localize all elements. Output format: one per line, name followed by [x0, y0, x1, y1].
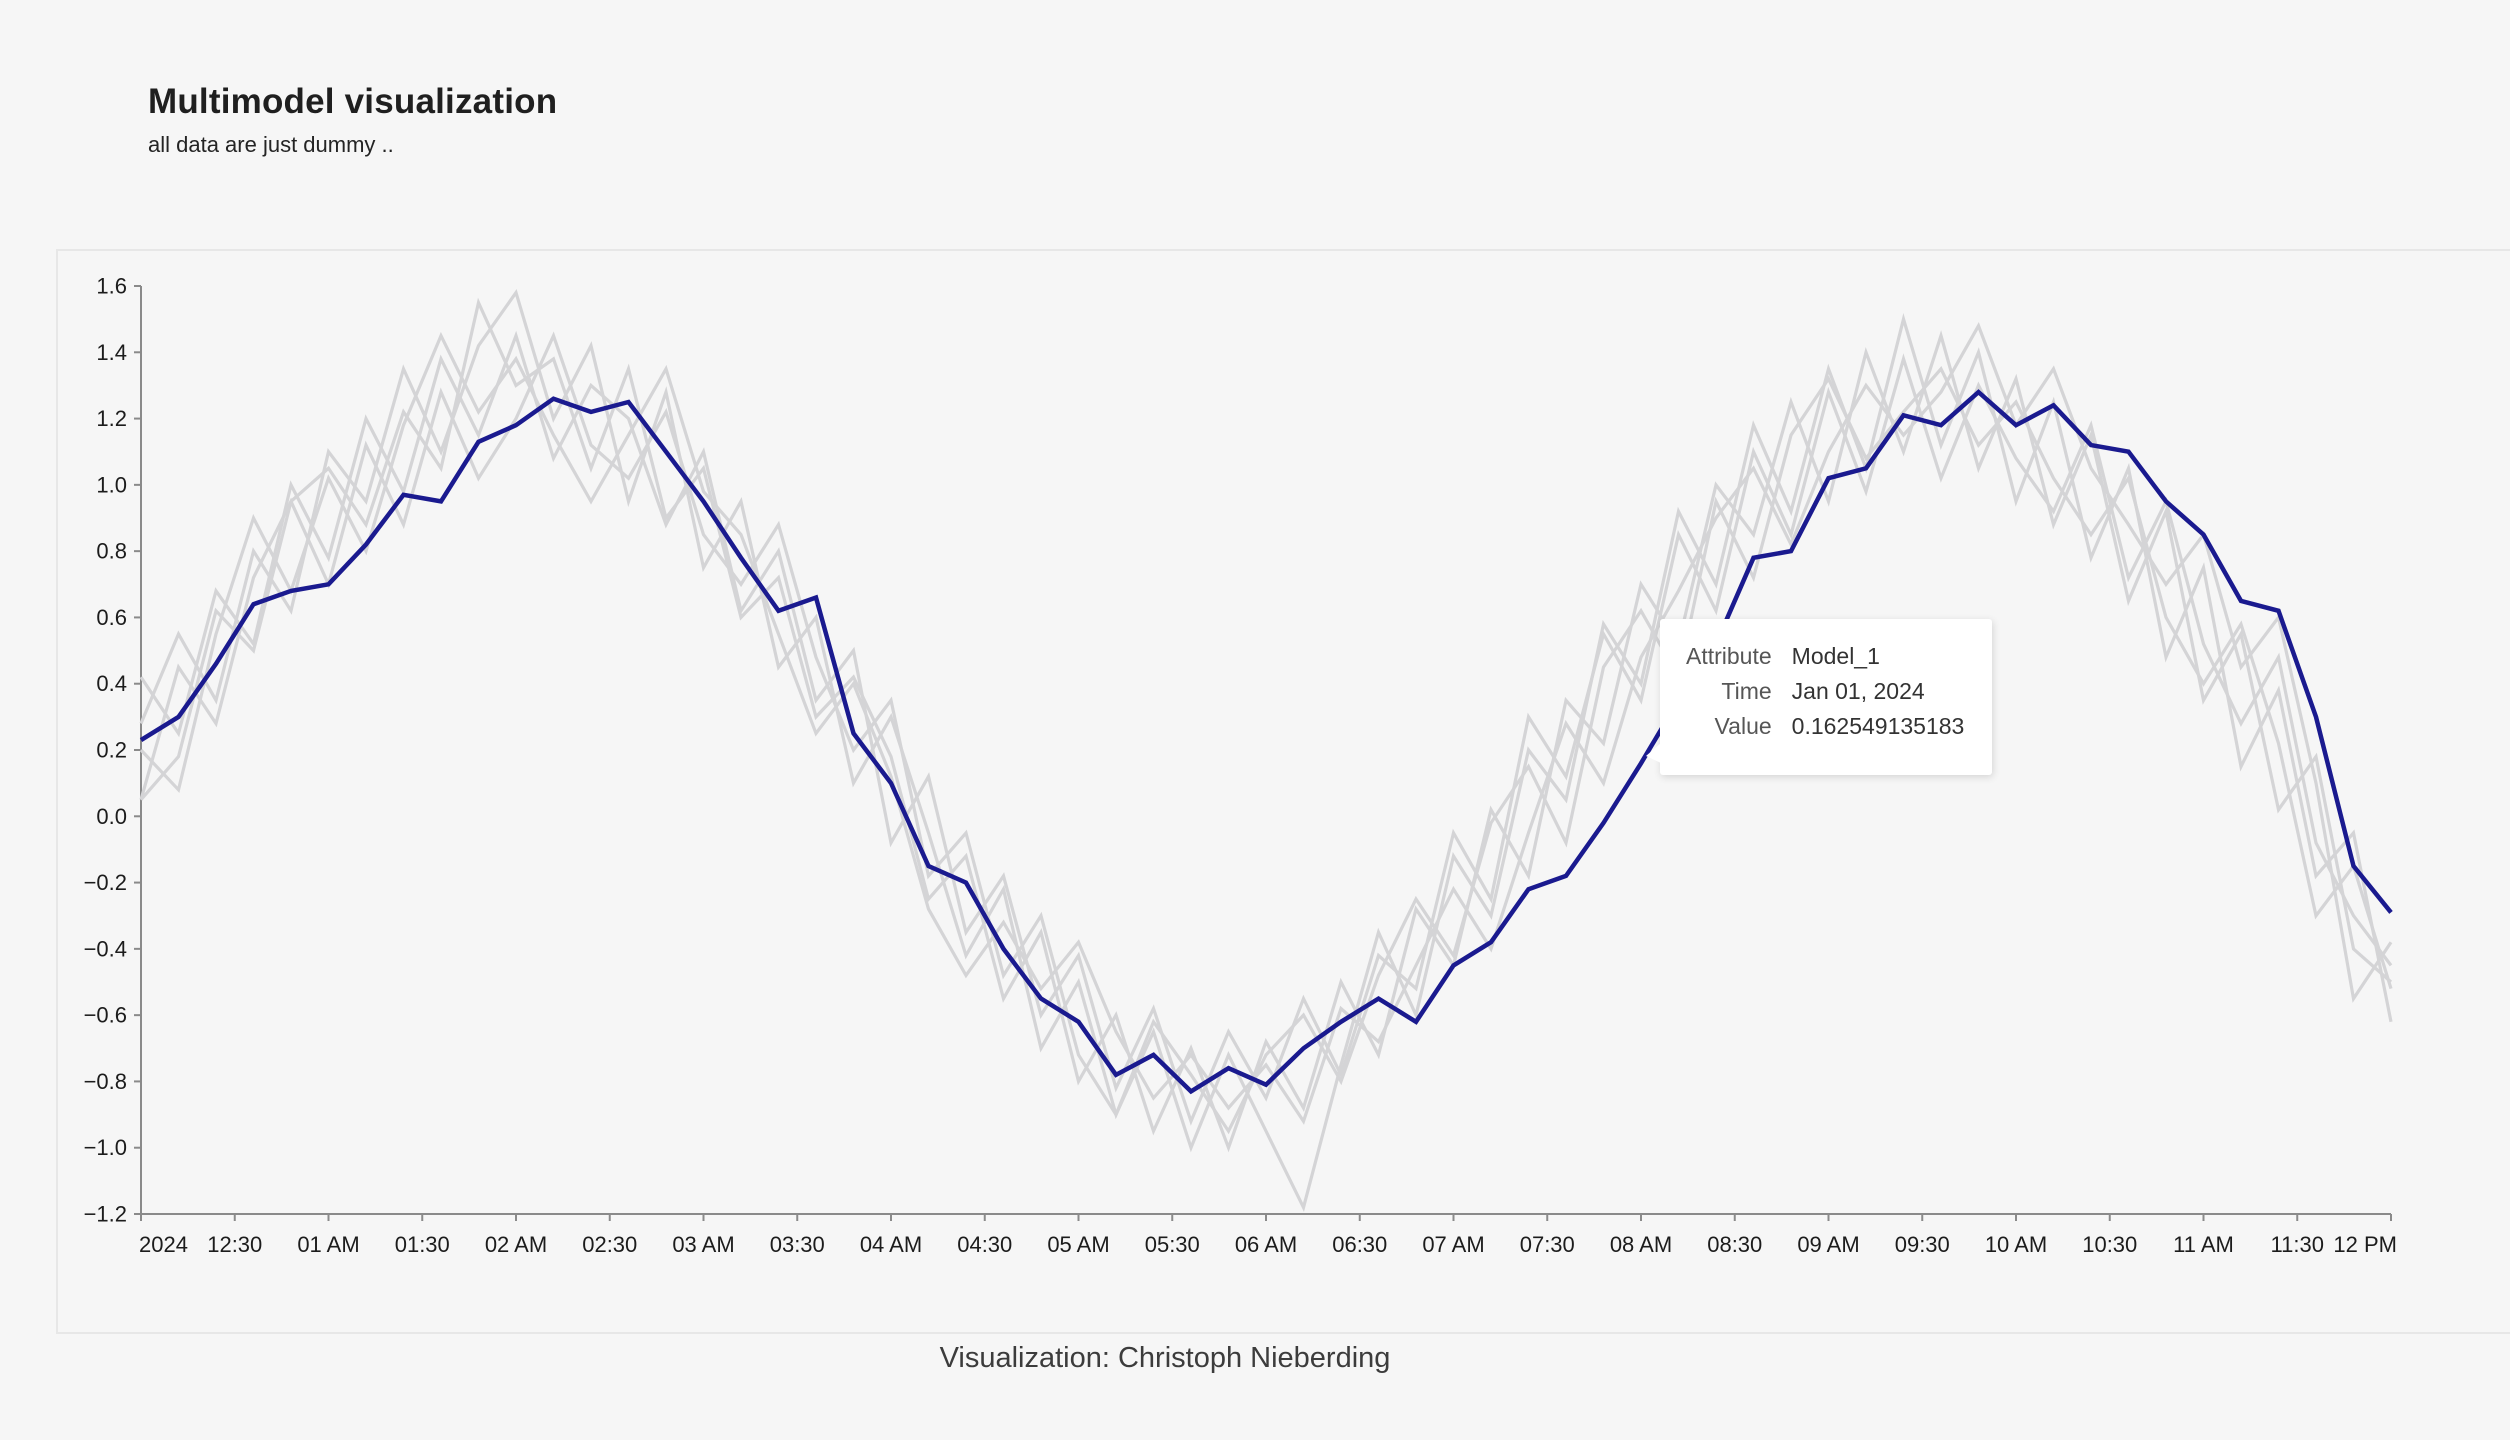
y-tick-label: −0.2: [84, 870, 127, 895]
y-tick-label: −0.6: [84, 1003, 127, 1028]
header: Multimodel visualization all data are ju…: [148, 82, 557, 158]
y-tick-label: −0.4: [84, 936, 127, 961]
tooltip-row-value-1: Jan 01, 2024: [1791, 678, 1925, 704]
x-tick-label: 09 AM: [1797, 1232, 1859, 1257]
y-tick-label: 1.2: [96, 406, 127, 431]
x-tick-label: 04:30: [957, 1232, 1012, 1257]
x-tick-label: 02:30: [582, 1232, 637, 1257]
x-tick-label: 03 AM: [672, 1232, 734, 1257]
x-tick-label: 01:30: [395, 1232, 450, 1257]
model-line-Model_1[interactable]: [139, 389, 2393, 1095]
y-tick-label: 0.4: [96, 671, 127, 696]
y-tick-label: −0.8: [84, 1069, 127, 1094]
x-tick-label: 05:30: [1145, 1232, 1200, 1257]
page-title: Multimodel visualization: [148, 82, 558, 121]
x-tick-label: 12:30: [207, 1232, 262, 1257]
x-tick-label: 07:30: [1520, 1232, 1575, 1257]
tooltip-arrow-icon: [1646, 743, 1661, 763]
x-tick-label: 04 AM: [860, 1232, 922, 1257]
y-tick-label: 0.6: [96, 605, 127, 630]
x-tick-label: 08:30: [1707, 1232, 1762, 1257]
x-tick-label: 09:30: [1895, 1232, 1950, 1257]
x-tick-label: 06:30: [1332, 1232, 1387, 1257]
tooltip-row-label-1: Time: [1721, 678, 1772, 704]
tooltip-row-label-2: Value: [1714, 713, 1772, 739]
tooltip-row-label-0: Attribute: [1686, 643, 1772, 669]
x-tick-label: 11 AM: [2173, 1232, 2234, 1257]
x-tick-label: 02 AM: [485, 1232, 547, 1257]
y-tick-label: 1.0: [96, 472, 127, 497]
x-tick-label: 01 AM: [297, 1232, 359, 1257]
footer-credit: Visualization: Christoph Nieberding: [939, 1342, 1391, 1374]
x-tick-label: 12 PM: [2333, 1232, 2397, 1257]
x-tick-label: 10:30: [2082, 1232, 2137, 1257]
x-tick-label: 03:30: [770, 1232, 825, 1257]
chart-panel: 1.6 1.4 1.2 1.0 0.8 0.6 0.4 0.2 0.0 −0.2 −0.4 −0.6 −…: [56, 249, 2510, 1334]
y-tick-label: 0.2: [96, 738, 127, 763]
y-tick-label: 0.8: [96, 539, 127, 564]
tooltip: Attribute Model_1 Time Jan 01, 2024 Value 0.1…: [1646, 619, 1992, 775]
x-tick-label: 11:30: [2271, 1232, 2324, 1257]
model-line-Model_3[interactable]: [139, 288, 2393, 1212]
x-tick-label: 05 AM: [1047, 1232, 1109, 1257]
page-subtitle: all data are just dummy ..: [148, 132, 394, 157]
y-tick-label: 1.6: [96, 274, 127, 299]
y-tick-label: −1.0: [84, 1135, 127, 1160]
x-tick-label: 08 AM: [1610, 1232, 1672, 1257]
x-tick-label: 06 AM: [1235, 1232, 1297, 1257]
tooltip-row-value-2: 0.162549135183: [1791, 713, 1965, 739]
model-line-Model_2[interactable]: [139, 297, 2393, 1153]
model-line-Model_4[interactable]: [139, 330, 2393, 1126]
y-tick-label: 1.4: [96, 340, 127, 365]
plot-svg[interactable]: 1.6 1.4 1.2 1.0 0.8 0.6 0.4 0.2 0.0 −0.2 −0.4 −0.6 −…: [58, 251, 2510, 1332]
x-tick-label: 2024: [139, 1232, 188, 1257]
y-tick-label: −1.2: [84, 1202, 127, 1227]
x-tick-label: 07 AM: [1422, 1232, 1484, 1257]
tooltip-grid: Attribute Model_1 Time Jan 01, 2024 Value 0.1…: [1686, 643, 1966, 739]
model-line-Model_5[interactable]: [139, 331, 2393, 1135]
tooltip-row-value-0: Model_1: [1791, 643, 1880, 669]
x-tick-label: 10 AM: [1985, 1232, 2047, 1257]
y-tick-label: 0.0: [96, 804, 127, 829]
